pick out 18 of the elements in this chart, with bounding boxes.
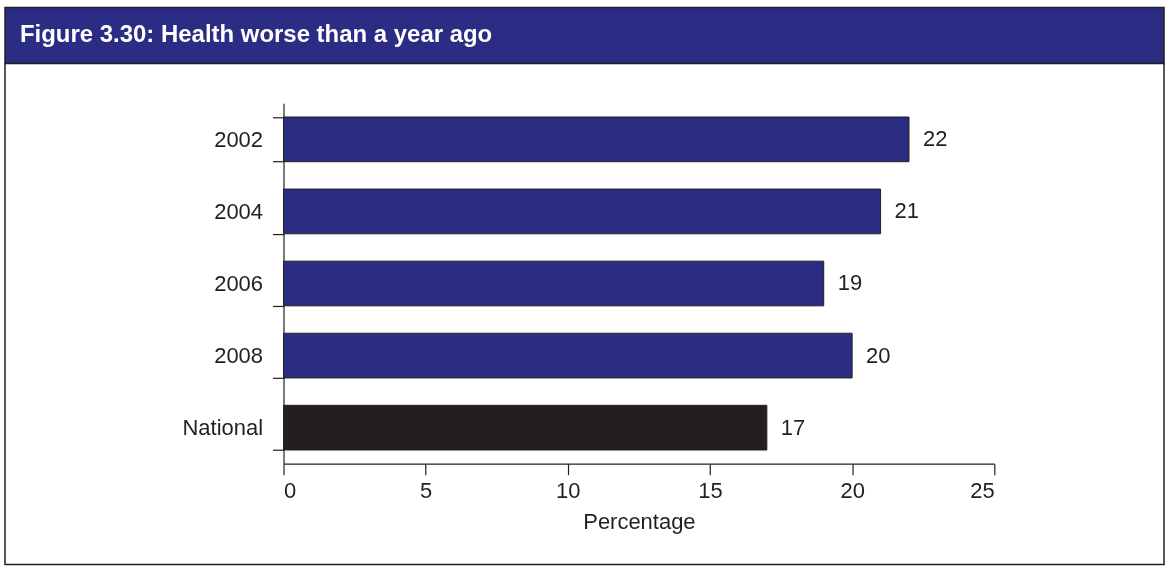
x-tick-label: 10 <box>556 478 581 504</box>
x-tick-label: 20 <box>840 478 865 504</box>
x-axis-title: Percentage <box>583 509 696 535</box>
y-tick-label: 2008 <box>214 343 264 369</box>
data-label: 22 <box>922 126 948 152</box>
y-tick-label: National <box>182 415 264 441</box>
y-tick-label: 2004 <box>214 198 264 224</box>
x-tick-label: 15 <box>698 478 723 504</box>
x-tick-label: 0 <box>284 478 297 504</box>
data-label: 19 <box>837 270 863 296</box>
y-tick-label: 2006 <box>214 270 264 296</box>
y-tick-label: 2002 <box>214 126 264 152</box>
data-label: 20 <box>866 342 891 368</box>
chart-title: Figure 3.30: Health worse than a year ago <box>19 20 493 48</box>
data-label: 17 <box>780 414 806 440</box>
data-label: 21 <box>894 198 919 224</box>
x-tick-label: 5 <box>420 478 433 504</box>
x-tick-label: 25 <box>970 478 995 504</box>
